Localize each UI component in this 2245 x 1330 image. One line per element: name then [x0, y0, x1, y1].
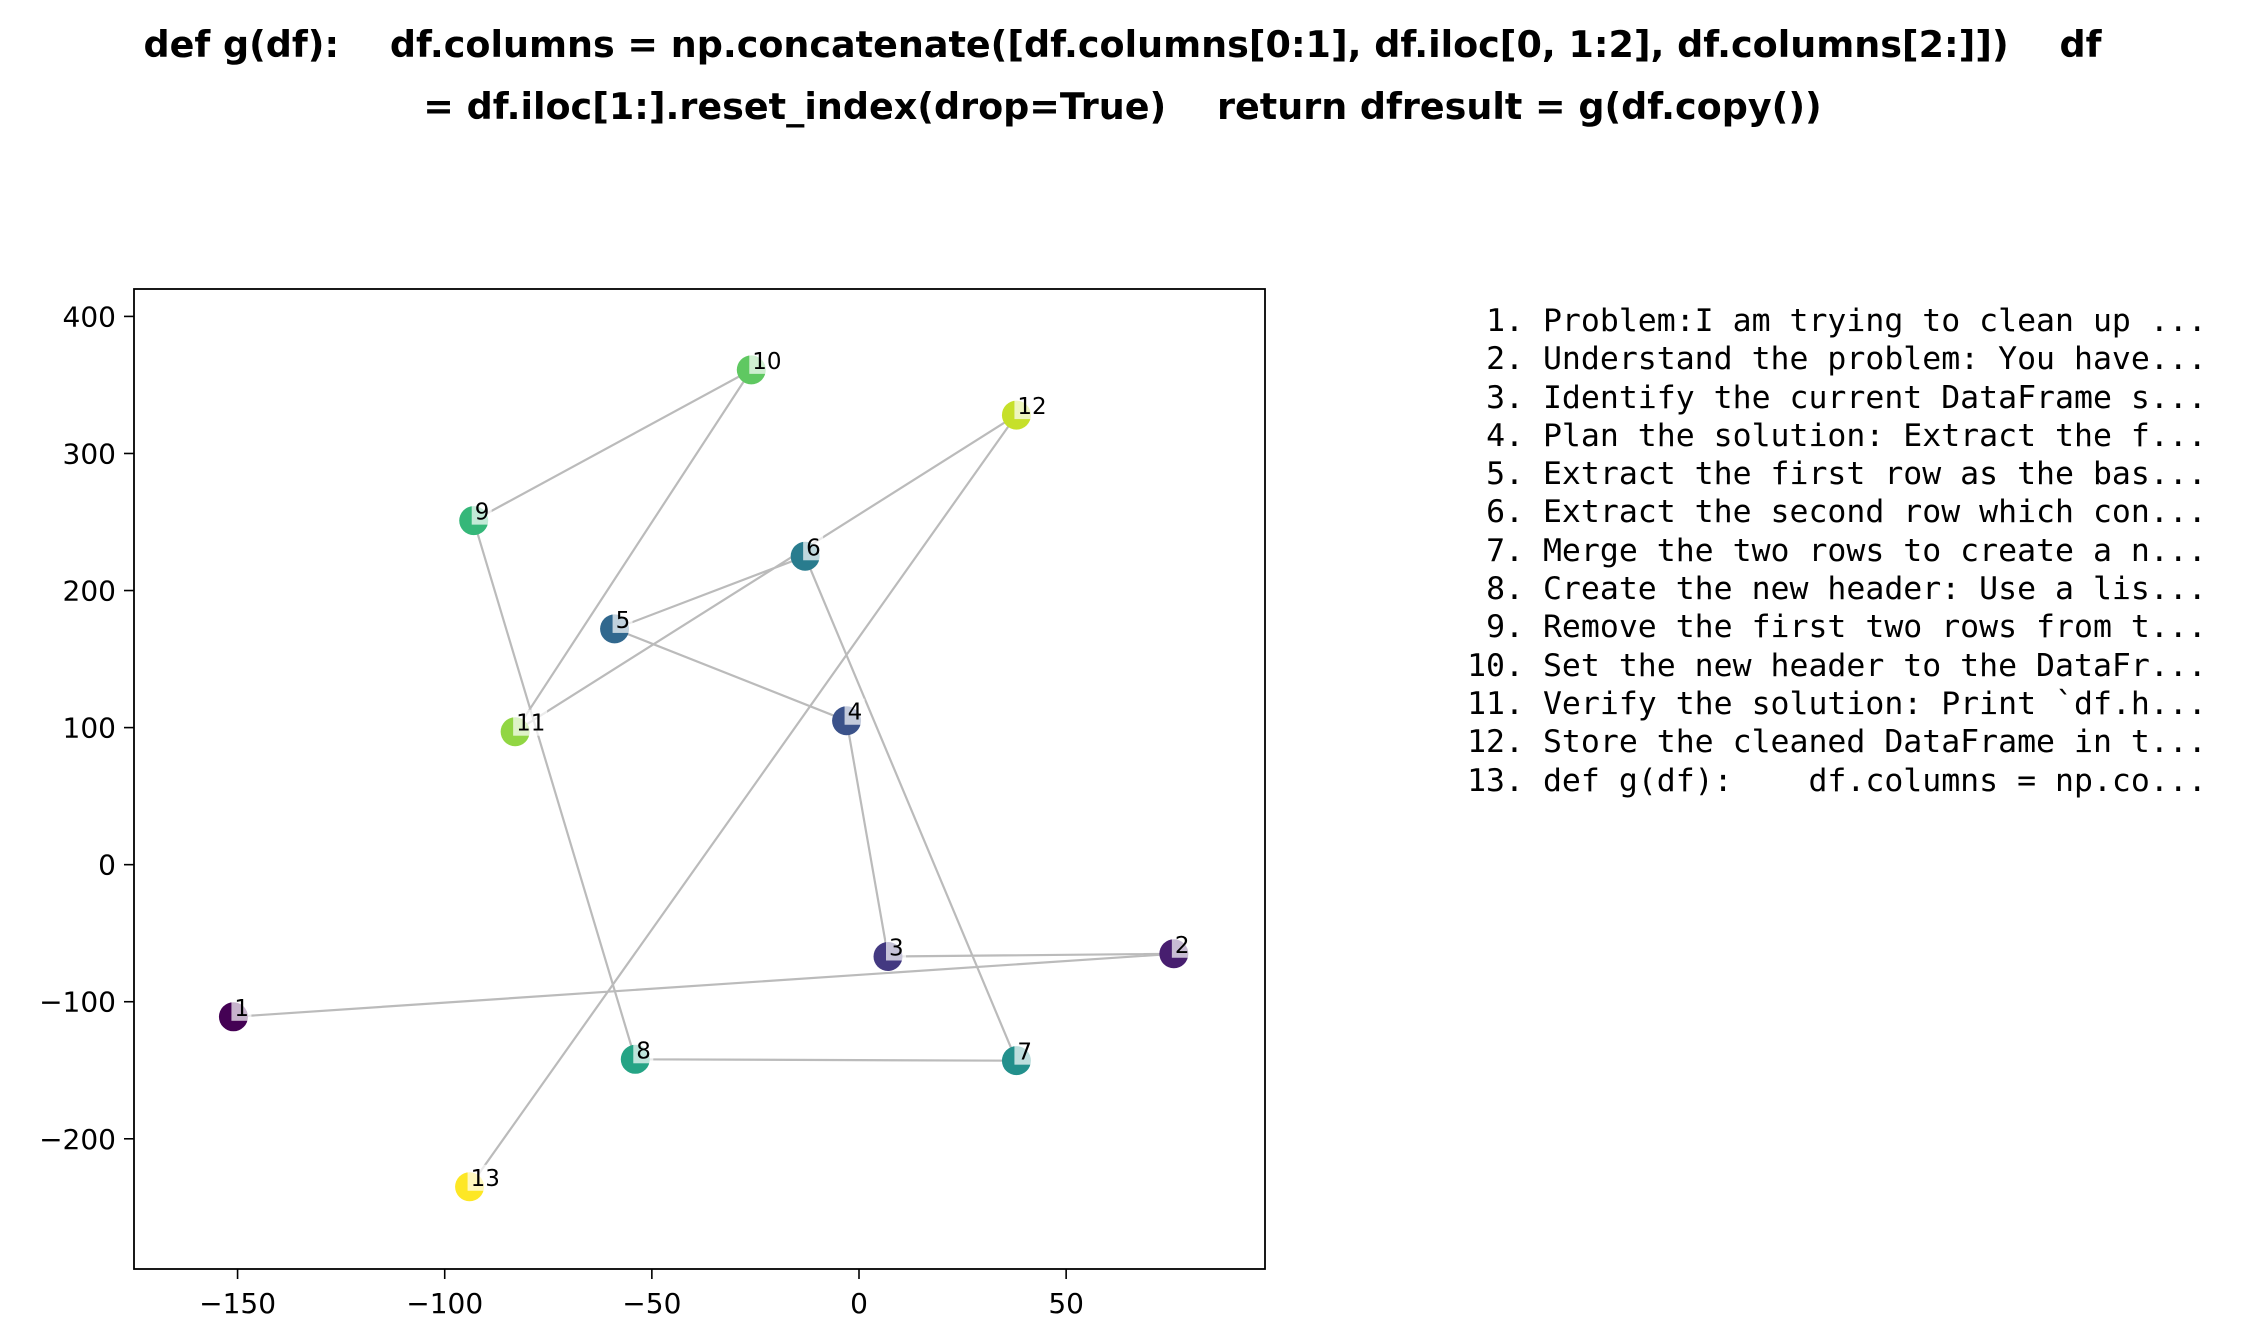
- point-label-group: 6: [803, 534, 824, 561]
- step-text: Understand the problem: You have...: [1524, 341, 2207, 378]
- point-label-background: [803, 534, 824, 561]
- point-label: 9: [475, 500, 490, 526]
- step-number: 11.: [1467, 685, 1524, 722]
- point-label-group: 1: [231, 994, 252, 1022]
- step-text: Extract the second row which con...: [1524, 494, 2207, 531]
- point-label-background: [513, 709, 548, 736]
- point-label: 7: [1017, 1040, 1032, 1066]
- point-label-group: 10: [749, 347, 784, 375]
- x-tick-label: 50: [1048, 1287, 1084, 1320]
- step-item: 7. Merge the two rows to create a n...: [1440, 532, 2207, 570]
- step-number: 8.: [1486, 571, 1524, 608]
- step-number: 13.: [1467, 762, 1524, 799]
- step-number: 5.: [1486, 456, 1524, 493]
- x-tick-label: −100: [406, 1287, 483, 1320]
- point-label: 3: [889, 935, 904, 961]
- point-label-group: 13: [467, 1164, 502, 1192]
- step-item: 5. Extract the first row as the bas...: [1440, 455, 2207, 493]
- point-label-background: [1171, 931, 1192, 958]
- step-number: 1.: [1486, 303, 1524, 339]
- y-tick-label: 200: [63, 575, 116, 608]
- step-text: Set the new header to the DataFr...: [1524, 647, 2207, 684]
- step-text: Merge the two rows to create a n...: [1524, 532, 2207, 569]
- step-text: Plan the solution: Extract the f...: [1524, 417, 2207, 454]
- point-label-background: [886, 934, 906, 961]
- y-tick-label: −200: [39, 1123, 116, 1156]
- step-item: 8. Create the new header: Use a lis...: [1440, 570, 2207, 608]
- chart-title-line-2: = df.iloc[1:].reset_index(drop=True) ret…: [423, 85, 1822, 128]
- steps-list: 1. Problem:I am trying to clean up ... 2.…: [1440, 302, 2207, 800]
- point-label: 11: [516, 711, 545, 737]
- point-label-group: 9: [471, 498, 492, 526]
- step-item: 6. Extract the second row which con...: [1440, 493, 2207, 531]
- point-label-group: 2: [1171, 931, 1192, 959]
- y-tick-label: 300: [63, 437, 116, 470]
- x-tick-label: −150: [199, 1287, 276, 1320]
- point-label-background: [467, 1164, 502, 1191]
- step-text: Identify the current DataFrame s...: [1524, 379, 2207, 416]
- point-label-group: 4: [844, 698, 865, 726]
- point-label-group: 8: [633, 1037, 654, 1064]
- y-tick-label: −100: [39, 986, 116, 1019]
- point-label-background: [633, 1037, 654, 1064]
- point-label: 8: [636, 1038, 651, 1064]
- step-item: 1. Problem:I am trying to clean up ...: [1440, 302, 2207, 340]
- chart-title: def g(df): df.columns = np.concatenate([…: [0, 14, 2245, 138]
- step-item: 3. Identify the current DataFrame s...: [1440, 379, 2207, 417]
- point-label-group: 11: [513, 709, 548, 737]
- step-number: 4.: [1486, 417, 1524, 454]
- step-text: Problem:I am trying to clean up ...: [1524, 303, 2207, 339]
- y-tick-label: 100: [63, 712, 116, 745]
- point-label-background: [1014, 393, 1049, 420]
- step-number: 3.: [1486, 379, 1524, 416]
- step-number: 6.: [1486, 494, 1524, 531]
- point-label-background: [612, 606, 633, 633]
- step-item: 13. def g(df): df.columns = np.co...: [1440, 762, 2207, 800]
- point-label: 1: [234, 996, 249, 1022]
- point-label: 6: [806, 535, 821, 561]
- step-number: 10.: [1467, 647, 1524, 684]
- point-label-background: [471, 498, 492, 525]
- point-label-background: [749, 347, 784, 374]
- chart-title-line-1: def g(df): df.columns = np.concatenate([…: [143, 23, 2102, 66]
- step-item: 12. Store the cleaned DataFrame in t...: [1440, 723, 2207, 761]
- point-label: 5: [616, 608, 631, 634]
- point-label-background: [844, 698, 865, 725]
- point-label-background: [231, 994, 252, 1021]
- step-text: def g(df): df.columns = np.co...: [1524, 762, 2207, 799]
- point-label: 13: [471, 1166, 500, 1192]
- point-label: 10: [752, 349, 781, 375]
- point-label: 4: [848, 700, 863, 726]
- step-number: 12.: [1467, 724, 1524, 761]
- step-item: 10. Set the new header to the DataFr...: [1440, 647, 2207, 685]
- point-label: 2: [1175, 933, 1190, 959]
- step-item: 4. Plan the solution: Extract the f...: [1440, 417, 2207, 455]
- point-label-background: [1014, 1038, 1035, 1065]
- step-item: 9. Remove the first two rows from t...: [1440, 608, 2207, 646]
- point-label-group: 7: [1014, 1038, 1035, 1066]
- x-tick-label: 0: [850, 1287, 868, 1320]
- point-label-group: 5: [612, 606, 633, 634]
- step-number: 9.: [1486, 609, 1524, 646]
- x-tick-label: −50: [622, 1287, 681, 1320]
- point-label-group: 3: [886, 934, 906, 961]
- step-text: Remove the first two rows from t...: [1524, 609, 2207, 646]
- step-number: 2.: [1486, 341, 1524, 378]
- point-label-group: 12: [1014, 393, 1049, 420]
- step-number: 7.: [1486, 532, 1524, 569]
- step-item: 2. Understand the problem: You have...: [1440, 340, 2207, 378]
- y-tick-label: 0: [98, 849, 116, 882]
- step-text: Verify the solution: Print `df.h...: [1524, 685, 2207, 722]
- point-label: 12: [1017, 394, 1046, 420]
- plot-frame: [133, 288, 1266, 1270]
- step-item: 11. Verify the solution: Print `df.h...: [1440, 685, 2207, 723]
- y-tick-label: 400: [63, 300, 116, 333]
- step-text: Store the cleaned DataFrame in t...: [1524, 724, 2207, 761]
- step-text: Extract the first row as the bas...: [1524, 456, 2207, 493]
- step-text: Create the new header: Use a lis...: [1524, 571, 2207, 608]
